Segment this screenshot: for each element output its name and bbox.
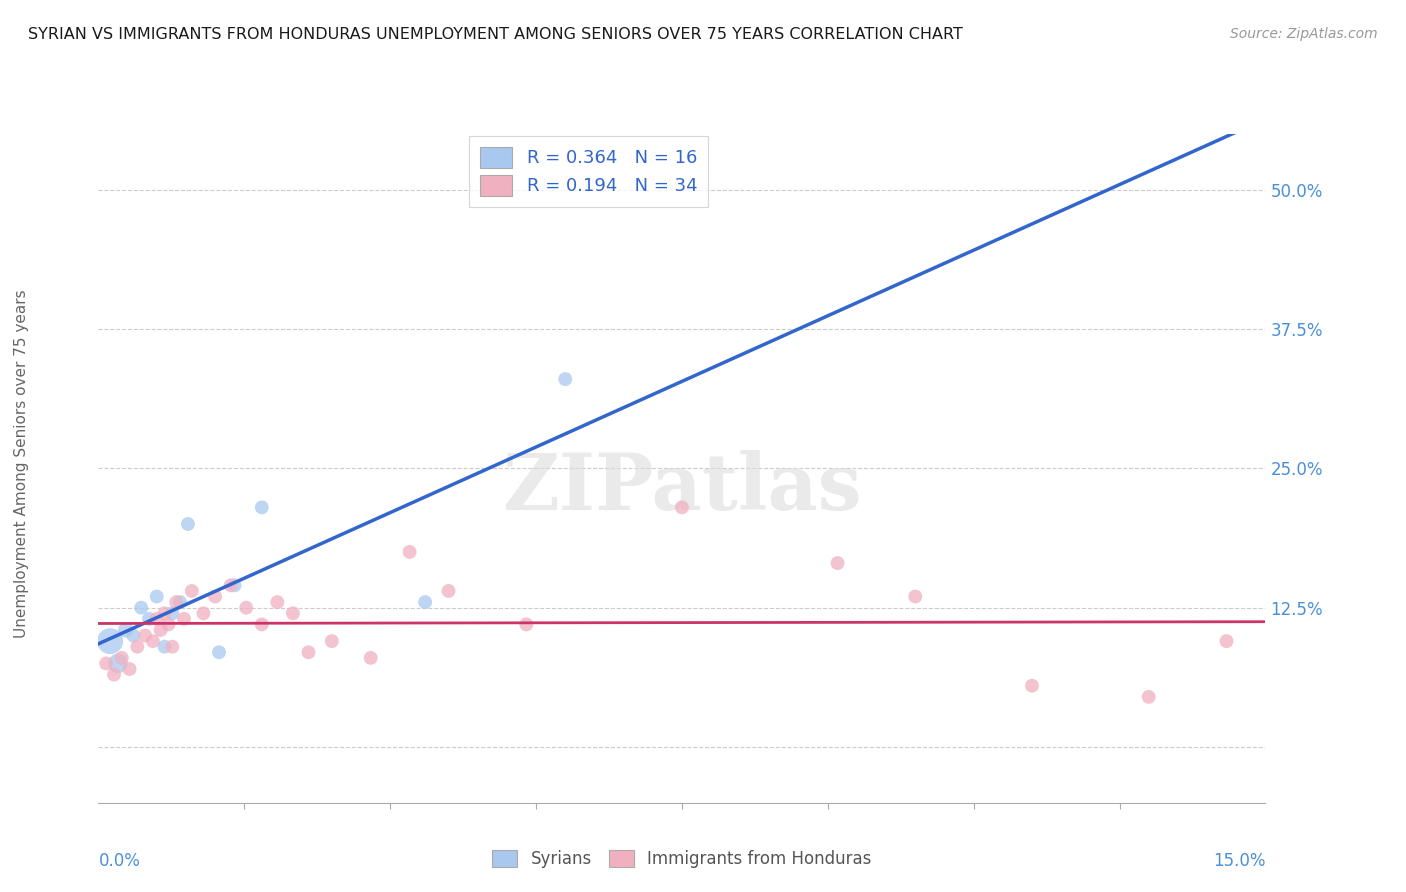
- Point: [398, 545, 420, 559]
- Point: [1137, 690, 1160, 704]
- Point: [98, 634, 121, 648]
- Point: [142, 634, 165, 648]
- Text: ZIPatlas: ZIPatlas: [502, 450, 862, 526]
- Point: [146, 612, 169, 626]
- Point: [250, 500, 273, 515]
- Point: [138, 612, 160, 626]
- Point: [360, 651, 382, 665]
- Point: [103, 667, 125, 681]
- Point: [1021, 679, 1043, 693]
- Point: [297, 645, 319, 659]
- Point: [321, 634, 343, 648]
- Point: [153, 607, 176, 621]
- Point: [162, 640, 184, 654]
- Point: [413, 595, 436, 609]
- Point: [118, 662, 141, 676]
- Point: [180, 584, 202, 599]
- Point: [134, 628, 156, 642]
- Point: [153, 640, 176, 654]
- Point: [204, 590, 226, 604]
- Text: 15.0%: 15.0%: [1213, 852, 1265, 870]
- Point: [671, 500, 693, 515]
- Legend: Syrians, Immigrants from Honduras: Syrians, Immigrants from Honduras: [485, 843, 879, 875]
- Point: [515, 617, 537, 632]
- Point: [149, 623, 172, 637]
- Point: [235, 600, 257, 615]
- Point: [96, 657, 118, 671]
- Text: Unemployment Among Seniors over 75 years: Unemployment Among Seniors over 75 years: [14, 290, 28, 638]
- Text: SYRIAN VS IMMIGRANTS FROM HONDURAS UNEMPLOYMENT AMONG SENIORS OVER 75 YEARS CORR: SYRIAN VS IMMIGRANTS FROM HONDURAS UNEMP…: [28, 27, 963, 42]
- Point: [169, 595, 191, 609]
- Point: [437, 584, 460, 599]
- Point: [193, 607, 215, 621]
- Point: [122, 628, 145, 642]
- Point: [281, 607, 304, 621]
- Point: [157, 617, 180, 632]
- Point: [127, 640, 149, 654]
- Point: [107, 657, 129, 671]
- Point: [208, 645, 231, 659]
- Point: [111, 651, 134, 665]
- Point: [129, 600, 152, 615]
- Point: [177, 517, 200, 532]
- Point: [146, 590, 169, 604]
- Text: Source: ZipAtlas.com: Source: ZipAtlas.com: [1230, 27, 1378, 41]
- Point: [114, 623, 136, 637]
- Point: [162, 607, 184, 621]
- Point: [224, 578, 246, 592]
- Point: [165, 595, 187, 609]
- Point: [266, 595, 288, 609]
- Point: [827, 556, 849, 570]
- Point: [173, 612, 195, 626]
- Point: [904, 590, 927, 604]
- Point: [219, 578, 242, 592]
- Text: 0.0%: 0.0%: [98, 852, 141, 870]
- Point: [554, 372, 576, 386]
- Point: [1215, 634, 1237, 648]
- Point: [250, 617, 273, 632]
